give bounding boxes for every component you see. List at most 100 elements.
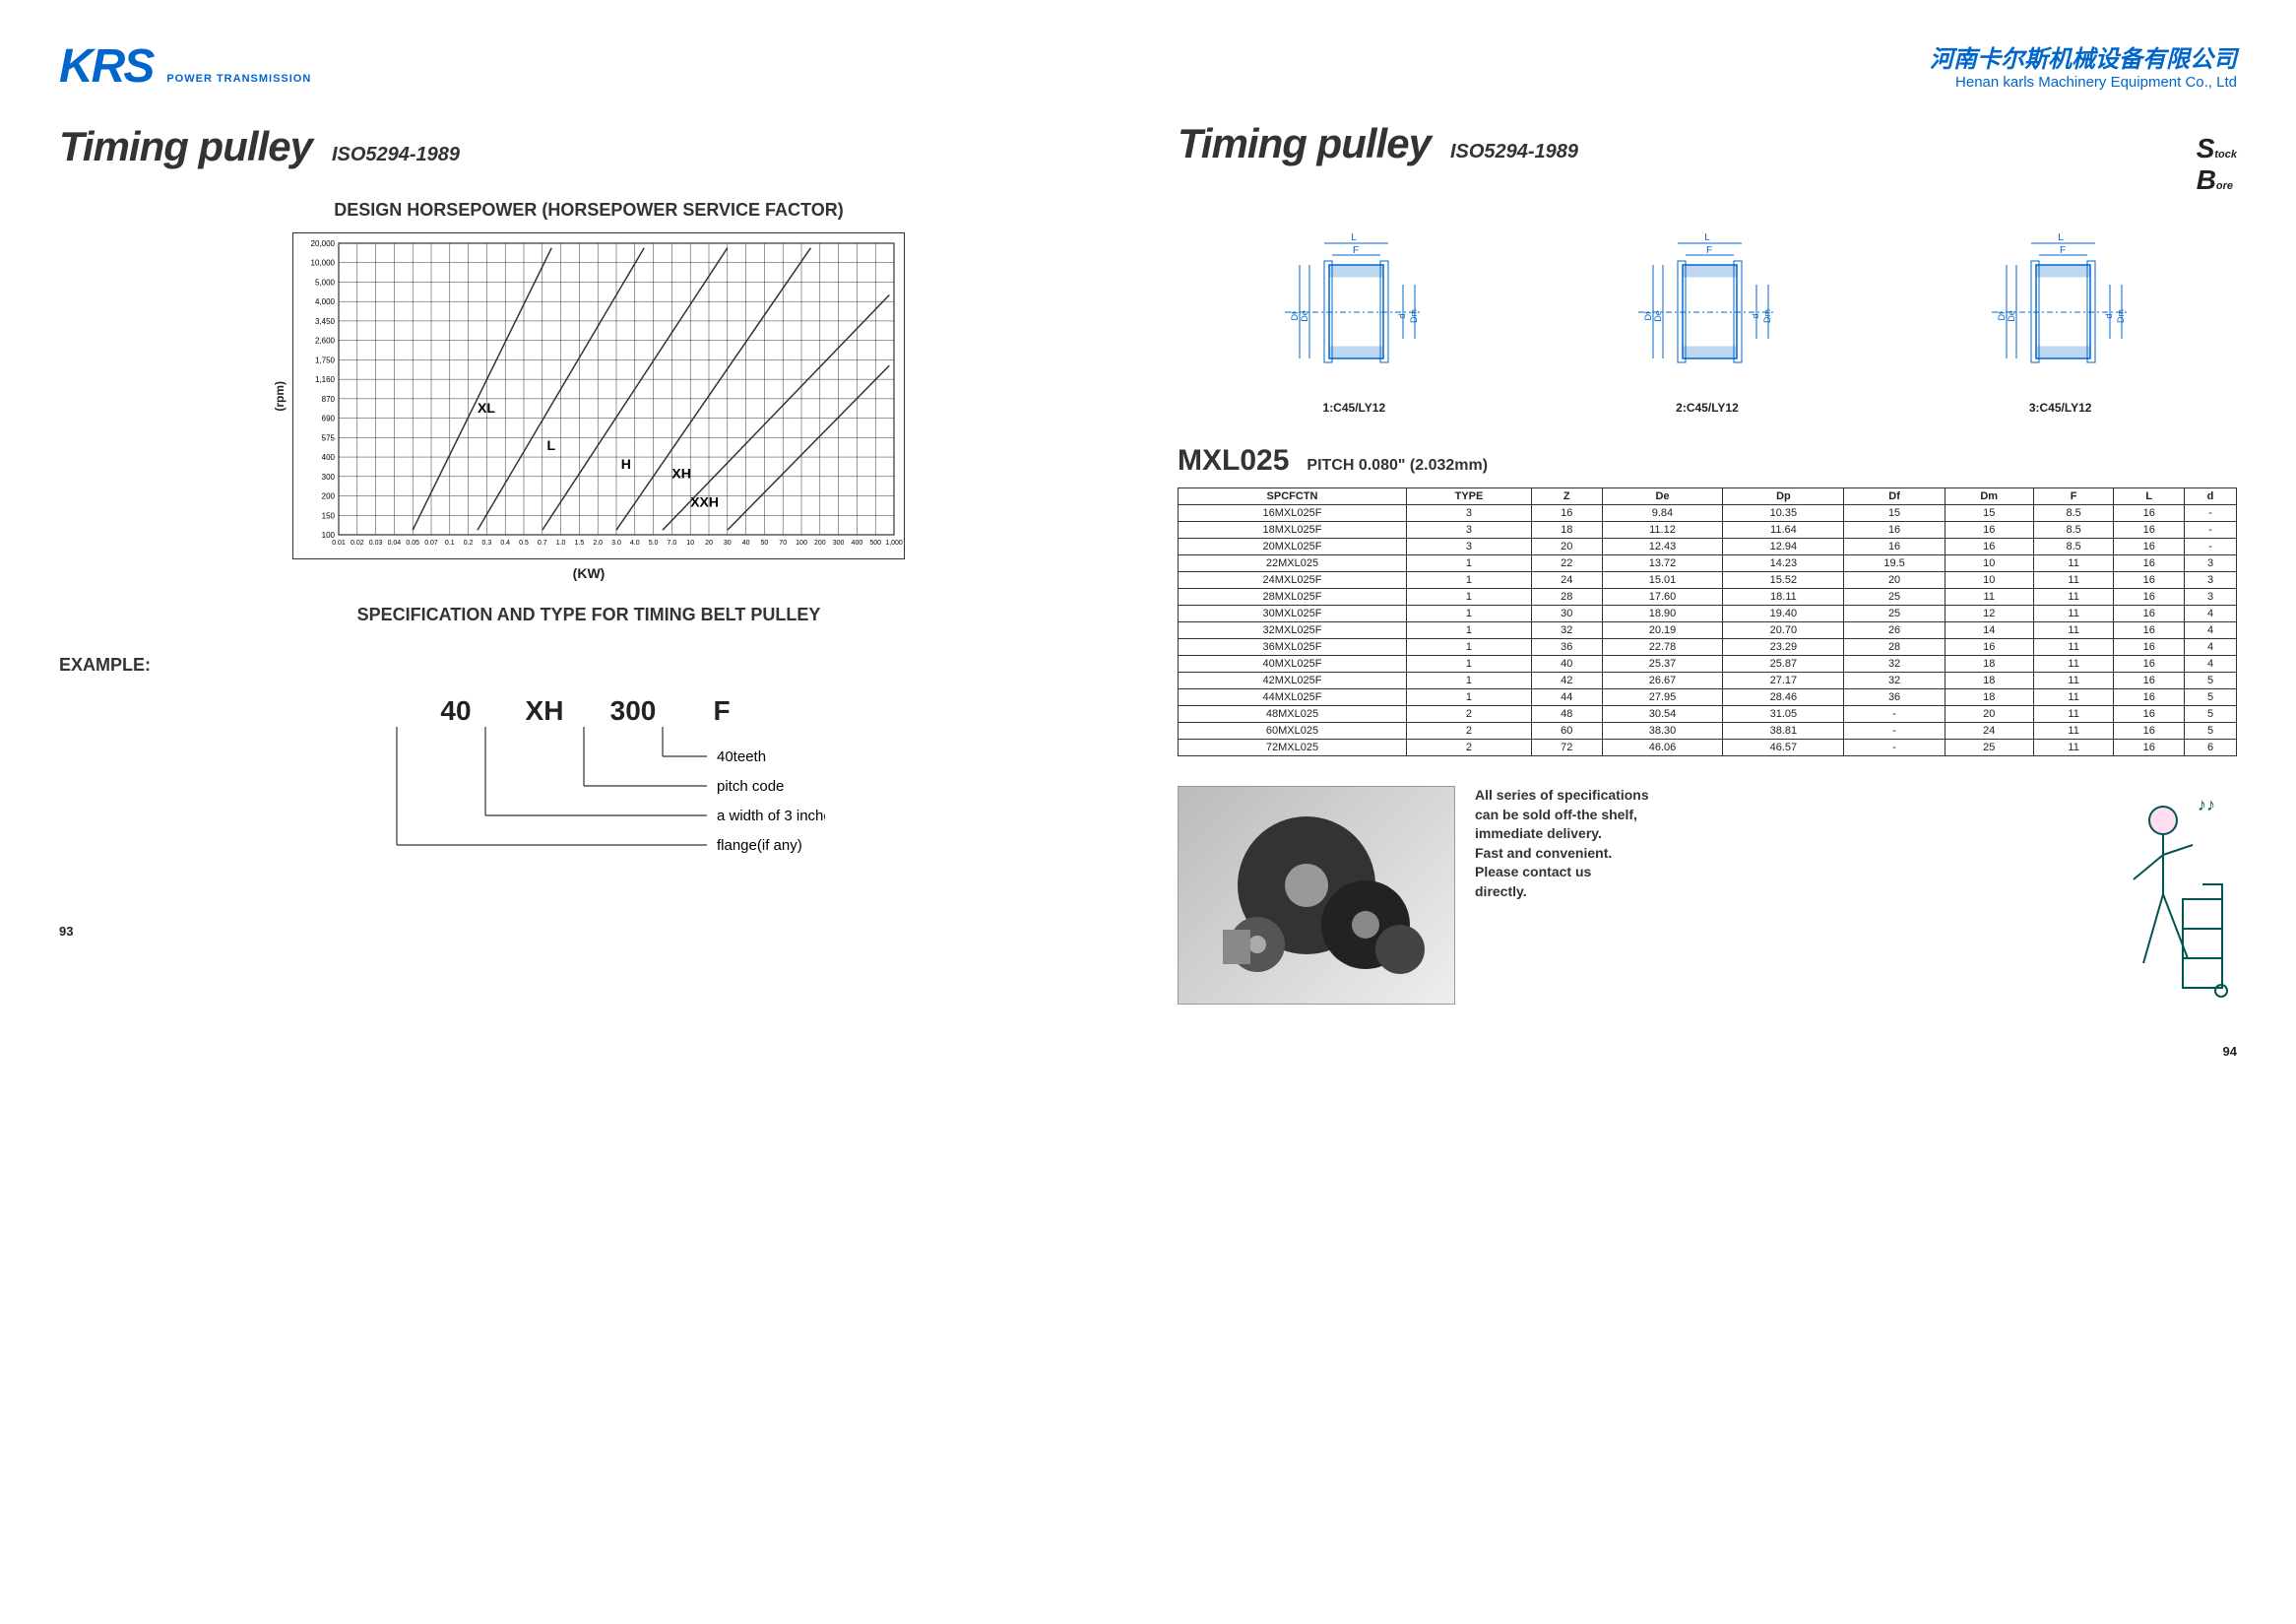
svg-text:3,450: 3,450: [315, 317, 336, 326]
example-code: XH: [520, 695, 569, 727]
pulley-photo: [1178, 786, 1455, 1005]
pulley-diagrams: LFDfDedDmLFDfDedDmLFDfDedDm: [1178, 226, 2237, 393]
table-header: L: [2114, 488, 2185, 505]
pulley-caption: 3:C45/LY12: [2029, 401, 2092, 415]
example-code: 300: [608, 695, 658, 727]
right-page-number: 94: [1178, 1044, 2237, 1059]
table-row: 48MXL02524830.5431.05-2011165: [1179, 706, 2237, 723]
table-row: 60MXL02526038.3038.81-2411165: [1179, 723, 2237, 740]
svg-text:L: L: [1704, 232, 1710, 243]
table-header: TYPE: [1407, 488, 1532, 505]
svg-text:flange(if any): flange(if any): [717, 837, 802, 854]
table-row: 40MXL025F14025.3725.87321811164: [1179, 656, 2237, 673]
svg-text:F: F: [1353, 245, 1359, 256]
svg-text:d: d: [1397, 313, 1407, 318]
svg-text:20: 20: [705, 540, 713, 547]
svg-text:d: d: [1751, 313, 1760, 318]
svg-text:De: De: [1300, 310, 1309, 322]
svg-text:50: 50: [761, 540, 769, 547]
table-row: 18MXL025F31811.1211.6416168.516-: [1179, 522, 2237, 539]
svg-text:d: d: [2104, 313, 2114, 318]
right-iso: ISO5294-1989: [1450, 141, 1578, 163]
svg-text:0.03: 0.03: [369, 540, 383, 547]
svg-text:4,000: 4,000: [315, 297, 336, 306]
left-iso: ISO5294-1989: [332, 144, 460, 166]
sb-b: B: [2197, 164, 2216, 195]
svg-text:200: 200: [814, 540, 826, 547]
promo-text: All series of specificationscan be sold …: [1475, 786, 1649, 902]
example-code: 40: [431, 695, 480, 727]
brand-logo: KRS: [59, 39, 153, 94]
svg-text:0.07: 0.07: [424, 540, 438, 547]
pulley-section-diagram: LFDfDedDm: [1972, 226, 2149, 393]
svg-text:200: 200: [322, 492, 336, 501]
svg-text:L: L: [1352, 232, 1358, 243]
svg-text:XH: XH: [671, 466, 690, 482]
svg-text:L: L: [547, 437, 556, 453]
svg-text:1,750: 1,750: [315, 356, 336, 364]
promo-row: All series of specificationscan be sold …: [1178, 786, 2237, 1005]
svg-text:Df: Df: [1643, 311, 1653, 320]
svg-text:300: 300: [322, 473, 336, 482]
table-header: Z: [1531, 488, 1602, 505]
svg-text:0.01: 0.01: [332, 540, 346, 547]
left-title-row: Timing pulley ISO5294-1989: [59, 123, 1118, 170]
svg-text:De: De: [1653, 310, 1663, 322]
svg-text:♪♪: ♪♪: [2198, 795, 2215, 814]
svg-text:0.3: 0.3: [482, 540, 492, 547]
company-block: 河南卡尔斯机械设备有限公司 Henan karls Machinery Equi…: [1178, 39, 2237, 91]
sb-s: S: [2197, 133, 2215, 163]
svg-text:a width of 3 inches: a width of 3 inches: [717, 808, 825, 824]
left-page-number: 93: [59, 924, 1118, 939]
svg-text:5,000: 5,000: [315, 278, 336, 287]
company-cn: 河南卡尔斯机械设备有限公司: [1178, 39, 2237, 74]
svg-text:2.0: 2.0: [593, 540, 603, 547]
svg-text:Dm: Dm: [1409, 309, 1419, 323]
svg-text:0.4: 0.4: [500, 540, 510, 547]
svg-text:L: L: [2058, 232, 2064, 243]
svg-text:500: 500: [869, 540, 881, 547]
sb-bore: ore: [2216, 180, 2233, 192]
table-row: 20MXL025F32012.4312.9416168.516-: [1179, 539, 2237, 555]
pulley-section-diagram: LF DfDe dDm: [1619, 226, 1796, 393]
svg-text:40teeth: 40teeth: [717, 748, 766, 765]
svg-text:0.2: 0.2: [464, 540, 474, 547]
y-axis-label: (rpm): [273, 381, 287, 412]
svg-text:pitch code: pitch code: [717, 778, 784, 795]
svg-text:400: 400: [852, 540, 863, 547]
svg-text:XXH: XXH: [690, 493, 719, 509]
svg-text:100: 100: [322, 531, 336, 540]
table-row: 36MXL025F13622.7823.29281611164: [1179, 639, 2237, 656]
svg-text:10: 10: [686, 540, 694, 547]
table-header: SPCFCTN: [1179, 488, 1407, 505]
pulley-section-diagram: LFDfDedDm: [1265, 226, 1442, 393]
table-header: F: [2033, 488, 2114, 505]
svg-text:F: F: [1706, 245, 1712, 256]
example-codes: 40 XH 300 F: [431, 695, 746, 727]
svg-text:F: F: [2060, 245, 2066, 256]
svg-text:150: 150: [322, 511, 336, 520]
company-en: Henan karls Machinery Equipment Co., Ltd: [1178, 74, 2237, 91]
svg-text:10,000: 10,000: [311, 259, 336, 268]
svg-text:7.0: 7.0: [668, 540, 677, 547]
svg-text:0.1: 0.1: [445, 540, 455, 547]
svg-text:Dm: Dm: [1762, 309, 1772, 323]
right-title-row: Timing pulley ISO5294-1989 Stock Bore: [1178, 120, 2237, 196]
svg-text:40: 40: [742, 540, 750, 547]
right-page: 河南卡尔斯机械设备有限公司 Henan karls Machinery Equi…: [1178, 39, 2237, 1059]
spec-table: SPCFCTNTYPEZDeDpDfDmFLd16MXL025F3169.841…: [1178, 487, 2237, 756]
chart-wrap: (rpm) 0.010.020.030.040.050.070.10.20.30…: [59, 232, 1118, 581]
svg-text:XL: XL: [478, 400, 495, 416]
x-axis-label: (KW): [573, 565, 606, 581]
sb-stock: tock: [2214, 149, 2237, 161]
svg-text:3.0: 3.0: [611, 540, 621, 547]
brand-block: KRS POWER TRANSMISSION: [59, 39, 1118, 94]
svg-text:0.02: 0.02: [351, 540, 364, 547]
svg-text:870: 870: [322, 395, 336, 404]
svg-text:30: 30: [724, 540, 732, 547]
svg-text:70: 70: [779, 540, 787, 547]
example-label: EXAMPLE:: [59, 655, 1118, 676]
left-title: Timing pulley: [59, 123, 312, 170]
example-code: F: [697, 695, 746, 727]
svg-text:690: 690: [322, 415, 336, 423]
